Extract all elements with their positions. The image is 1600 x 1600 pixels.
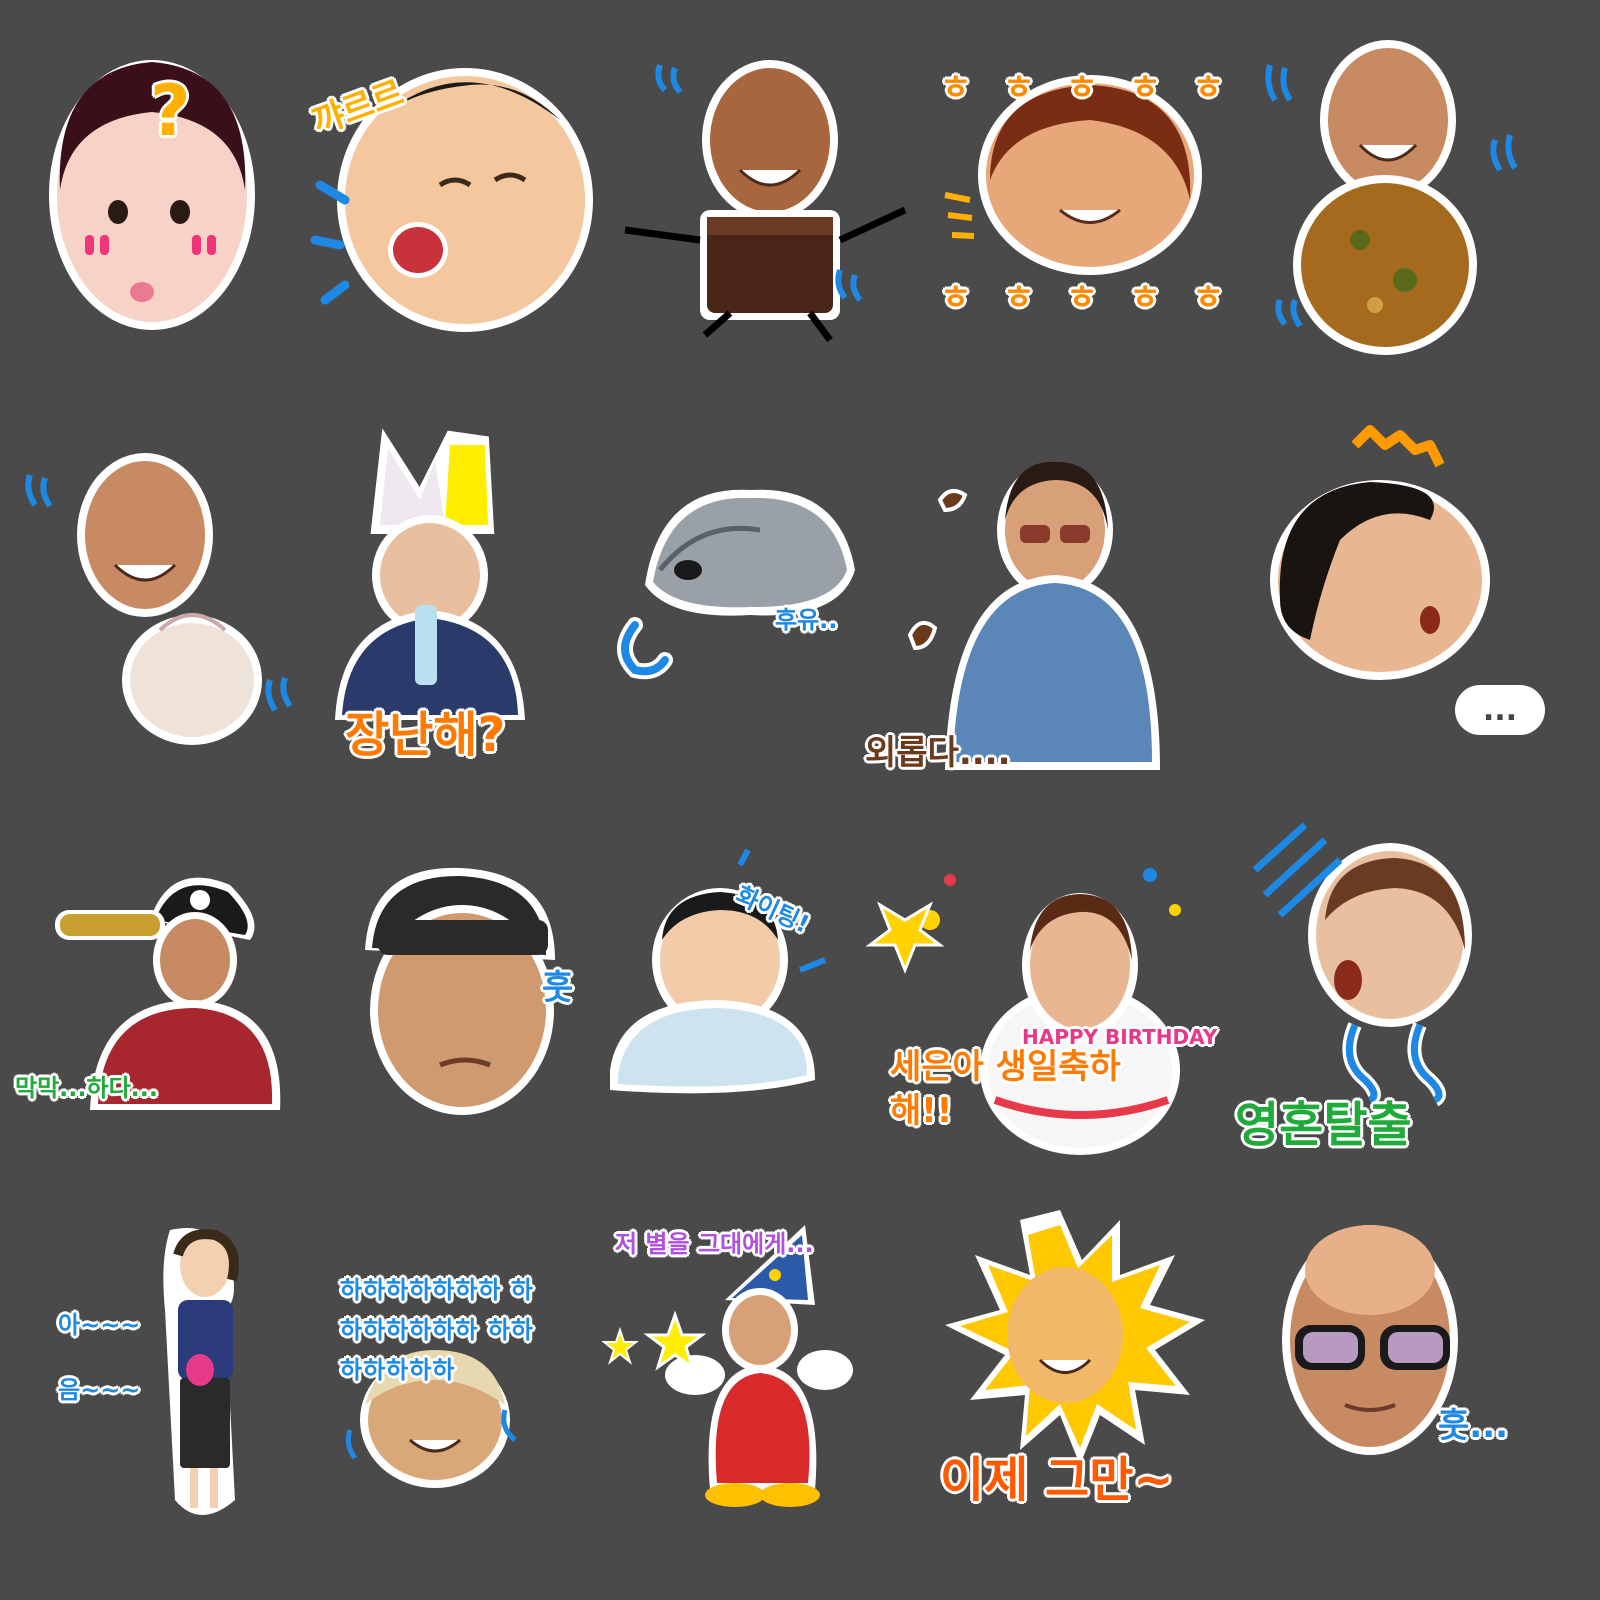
eum-caption: 음~~~ [58, 1376, 141, 1404]
sticker-wizard-man[interactable]: 저 별을 그대에게... [601, 1200, 960, 1600]
sticker-art [345, 1350, 517, 1488]
sticker-garlic-man[interactable] [0, 400, 320, 800]
sticker-laughing-baby[interactable]: 꺄르르 [307, 0, 640, 400]
sticker-art [55, 877, 281, 1110]
sticker-lonely-man[interactable]: 외롭다.... [865, 400, 1280, 800]
sticker-cap-man[interactable]: 훗 [320, 800, 640, 1200]
hut-caption: 훗 [542, 968, 574, 1008]
oerobda-caption: 외롭다.... [865, 733, 1011, 773]
sticker-hat-woman-laughing[interactable]: 하하하하하하하 하하하하하하하 하하하하하하하 [320, 1200, 640, 1600]
sticker-art [365, 867, 555, 1115]
sticker-art [601, 1225, 853, 1507]
sticker-art [945, 1210, 1205, 1465]
huyu-caption: 후유.. [775, 606, 838, 634]
sticker-fritter-man[interactable] [1265, 0, 1600, 400]
sticker-art [1282, 1225, 1458, 1455]
sticker-art [617, 489, 855, 680]
sticker-art [1270, 425, 1490, 680]
sticker-art [1265, 40, 1518, 355]
sticker-soul-escape[interactable]: 영혼탈출 [1235, 800, 1600, 1200]
soul-escape-caption: 영혼탈출 [1235, 1097, 1412, 1153]
hehe-top: ㅎ ㅎ ㅎ ㅎ ㅎ [940, 68, 1234, 108]
janganhae-caption: 장난해? [345, 707, 506, 763]
sticker-birthday-cake[interactable]: HAPPY BIRTHDAY 세은아 생일축하해!! [865, 800, 1280, 1200]
sticker-art [310, 68, 593, 332]
sticker-surprised-woman[interactable]: ... [1270, 400, 1600, 800]
a-caption: 아~~~ [58, 1311, 141, 1339]
hahaha-caption: 하하하하하하하 하하하하하하하 하하하하하하하 [340, 1276, 534, 1384]
makmak-caption: 막막...하다... [15, 1074, 159, 1102]
sticker-art [25, 453, 293, 745]
sticker-art [944, 75, 1202, 275]
ije-geuman-caption: 이제 그만~ [940, 1452, 1174, 1508]
sticker-art [1252, 822, 1472, 1107]
happy-birthday-text: HAPPY BIRTHDAY [1022, 1025, 1218, 1049]
sticker-sun-face[interactable]: 이제 그만~ [940, 1200, 1280, 1600]
sticker-bald-glasses[interactable]: 훗... [1280, 1200, 1600, 1600]
sticker-woman-laughing[interactable]: ㅎ ㅎ ㅎ ㅎ ㅎ ㅎ ㅎ ㅎ ㅎ ㅎ [940, 0, 1280, 400]
sticker-girl-question[interactable]: ? [0, 0, 320, 400]
sticker-art [865, 868, 1181, 1155]
hut-dots-caption: 훗... [1438, 1406, 1509, 1446]
sticker-sleepy-dog[interactable]: 후유.. [617, 400, 960, 800]
sticker-art [907, 461, 1160, 770]
sticker-fighting-baby[interactable]: 화이팅! [610, 800, 960, 1200]
question-mark: ? [150, 70, 191, 152]
sticker-art [624, 60, 907, 343]
ellipsis-bubble: ... [1455, 685, 1545, 735]
sticker-art [610, 848, 827, 1094]
birthday-caption: 세은아 생일축하해!! [890, 1047, 1121, 1131]
sticker-brownie-man[interactable] [624, 0, 960, 400]
sticker-pirate-man[interactable]: 막막...하다... [0, 800, 320, 1200]
hehe-bottom: ㅎ ㅎ ㅎ ㅎ ㅎ [940, 278, 1234, 318]
sticker-art [335, 428, 525, 720]
sticker-cartoon-woman[interactable]: 아~~~ 음~~~ [0, 1200, 320, 1600]
sticker-art [163, 1228, 239, 1515]
sticker-art [49, 60, 255, 330]
sticker-crown-girl[interactable]: 장난해? [320, 400, 640, 800]
star-caption: 저 별을 그대에게... [615, 1230, 814, 1258]
